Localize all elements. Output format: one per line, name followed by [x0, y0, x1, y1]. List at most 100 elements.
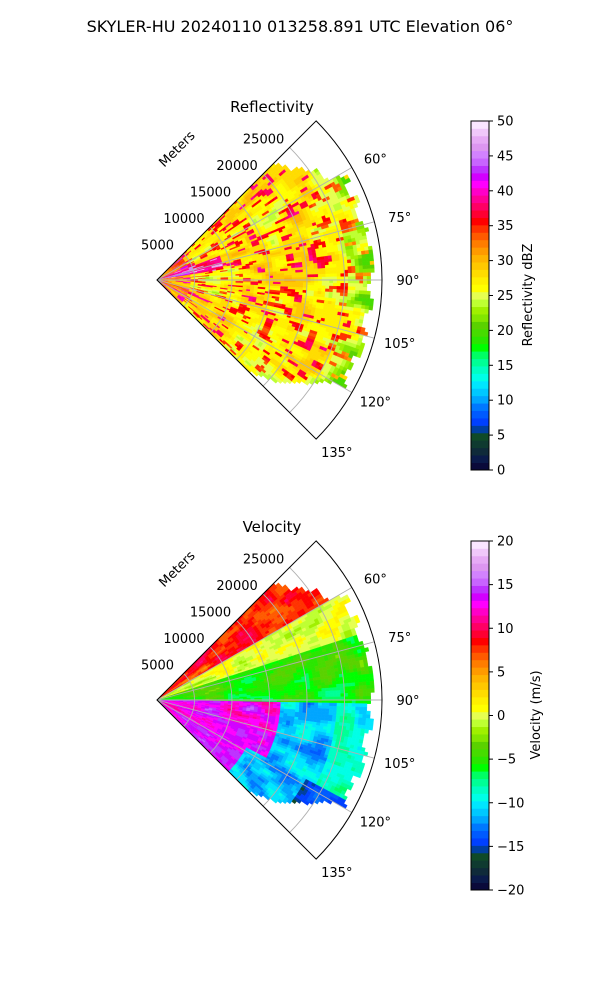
field-cell: [340, 279, 345, 284]
field-cell: [295, 284, 300, 288]
colorbar-swatch: [471, 462, 489, 471]
field-cell: [316, 259, 322, 264]
field-cell: [351, 279, 357, 284]
field-cell: [287, 270, 293, 274]
colorbar-swatch: [471, 262, 489, 270]
field-cell: [261, 274, 266, 277]
field-cell: [306, 271, 311, 276]
field-cell: [358, 286, 364, 292]
colorbar-swatch: [471, 239, 489, 248]
field-cell: [358, 265, 364, 270]
field-cell: [335, 257, 340, 262]
field-cell: [324, 261, 330, 266]
colorbar-swatch: [471, 172, 489, 181]
field-cell: [280, 282, 285, 285]
field-cell: [362, 261, 367, 266]
field-cell: [362, 272, 368, 277]
field-cell: [351, 262, 356, 267]
field-cell: [324, 264, 330, 269]
field-cell: [369, 260, 375, 266]
field-cell: [359, 272, 364, 277]
field-cell: [362, 283, 368, 288]
field-cell: [355, 290, 360, 295]
field-cell: [357, 251, 362, 256]
field-cell: [366, 268, 371, 273]
field-cell: [336, 266, 341, 271]
field-cell: [272, 273, 278, 277]
colorbar-tick-label: 20: [497, 324, 514, 339]
field-cell: [329, 279, 334, 284]
field-cell: [269, 275, 274, 279]
field-cell: [310, 274, 315, 278]
colorbar-tick-label: 10: [497, 394, 514, 409]
field-cell: [295, 272, 300, 276]
colorbar-swatch: [471, 432, 489, 441]
field-cell: [336, 289, 341, 294]
field-cell: [306, 284, 311, 289]
field-cell: [284, 272, 289, 276]
field-cell: [335, 260, 341, 265]
field-cell: [344, 283, 349, 287]
field-cell: [336, 292, 341, 297]
field-cell: [368, 302, 374, 307]
field-cell: [351, 276, 357, 281]
field-cell: [332, 282, 338, 287]
field-cell: [370, 268, 375, 273]
field-cell: [354, 258, 359, 263]
field-cell: [310, 268, 315, 273]
colorbar-swatch: [471, 291, 489, 300]
colorbar-swatch: [471, 224, 489, 233]
field-cell: [355, 269, 360, 274]
field-cell: [344, 276, 349, 281]
azimuth-tick-label: 120°: [360, 396, 391, 411]
field-cell: [329, 285, 334, 290]
field-cell: [288, 282, 293, 285]
field-cell: [299, 272, 304, 276]
colorbar-swatch: [471, 232, 489, 241]
field-cell: [346, 255, 352, 261]
field-cell: [357, 300, 363, 306]
field-cell: [369, 257, 374, 262]
field-cell: [280, 273, 285, 276]
colorbar-tick-label: 40: [497, 184, 514, 199]
field-cell: [340, 282, 345, 287]
field-cell: [361, 254, 367, 259]
colorbar-swatch: [471, 247, 489, 256]
field-cell: [347, 283, 353, 288]
field-cell: [332, 285, 338, 290]
field-cell: [291, 284, 296, 288]
field-cell: [284, 275, 289, 279]
colorbar-swatch: [471, 135, 489, 144]
field-cell: [291, 282, 296, 286]
field-cell: [313, 265, 319, 270]
field-cell: [358, 293, 363, 299]
field-cell: [309, 263, 315, 267]
field-cell: [261, 275, 266, 279]
field-cell: [265, 273, 270, 277]
radial-tick-label: 25000: [243, 132, 284, 147]
colorbar-tick-label: 5: [497, 429, 505, 444]
field-cell: [332, 279, 338, 284]
field-cell: [365, 261, 371, 266]
field-cell: [366, 290, 371, 296]
field-cell: [347, 276, 353, 281]
field-cell: [361, 297, 367, 303]
field-cell: [318, 282, 323, 287]
field-cell: [368, 305, 374, 311]
colorbar-swatch: [471, 314, 489, 322]
azimuth-tick-label: 75°: [388, 211, 411, 226]
field-cell: [310, 271, 315, 275]
field-cell: [336, 273, 341, 278]
field-cell: [291, 274, 296, 278]
field-cell: [329, 273, 334, 278]
field-cell: [291, 272, 296, 276]
field-cell: [347, 272, 353, 277]
colorbar-swatch: [471, 388, 489, 397]
colorbar-tick-label: 50: [497, 115, 514, 130]
colorbar-tick-label: 15: [497, 359, 514, 374]
field-cell: [321, 285, 326, 290]
field-cell: [347, 279, 353, 284]
field-cell: [332, 260, 337, 265]
